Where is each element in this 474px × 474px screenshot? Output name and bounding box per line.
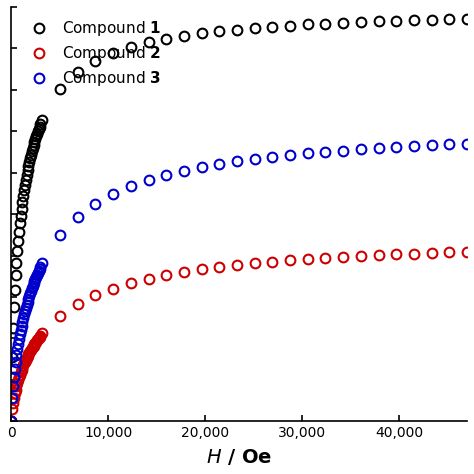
Compound 3 (25, 299, 30, 304)
Compound 3 (75, 214, 81, 219)
Compound 1 (23, 177, 29, 182)
Compound 2 (21, 361, 27, 366)
Compound 1 (464, 16, 470, 21)
Compound 1 (26, 164, 31, 169)
Compound 1 (9, 419, 14, 424)
Compound 2 (17, 372, 23, 377)
Compound 3 (464, 141, 470, 146)
Compound 2 (9, 419, 14, 424)
Compound 2 (25, 353, 30, 359)
Line: Compound 2: Compound 2 (7, 247, 472, 426)
Compound 2 (75, 301, 81, 307)
Compound 3 (9, 419, 14, 424)
Compound 1 (17, 220, 23, 226)
Compound 3 (26, 296, 31, 301)
Compound 1 (25, 168, 30, 173)
X-axis label: $\mathit{H}$ / Oe: $\mathit{H}$ / Oe (206, 447, 273, 467)
Line: Compound 1: Compound 1 (7, 14, 472, 426)
Compound 3 (17, 331, 23, 337)
Line: Compound 3: Compound 3 (7, 139, 472, 426)
Compound 3 (21, 311, 27, 317)
Compound 3 (23, 305, 29, 310)
Compound 1 (21, 187, 27, 193)
Legend: Compound $\mathbf{1}$, Compound $\mathbf{2}$, Compound $\mathbf{3}$: Compound $\mathbf{1}$, Compound $\mathbf… (19, 15, 165, 93)
Compound 2 (464, 249, 470, 255)
Compound 1 (75, 69, 81, 75)
Compound 2 (23, 357, 29, 363)
Compound 2 (26, 352, 31, 357)
